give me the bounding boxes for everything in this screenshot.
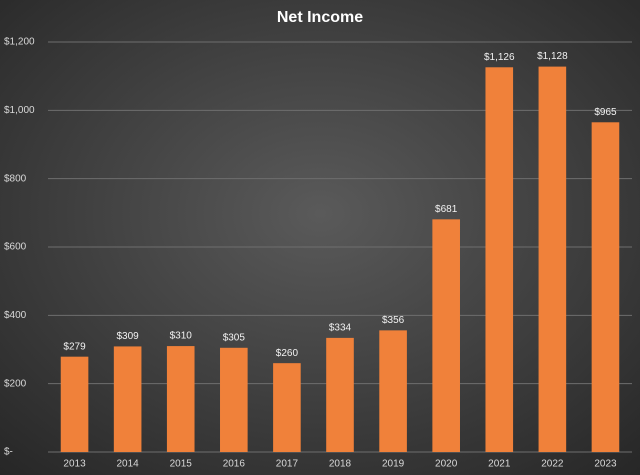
- bar: [220, 347, 248, 452]
- bar: [166, 346, 195, 452]
- y-tick-label: $200: [4, 378, 27, 389]
- x-tick-label: 2015: [170, 459, 193, 470]
- value-label: $310: [170, 331, 193, 342]
- value-label: $279: [63, 341, 86, 352]
- y-tick-label: $-: [4, 447, 13, 458]
- value-label: $309: [117, 331, 140, 342]
- x-tick-label: 2018: [329, 459, 352, 470]
- value-label: $305: [223, 332, 246, 343]
- bar: [432, 219, 460, 452]
- x-tick-label: 2021: [488, 459, 511, 470]
- bar: [538, 66, 567, 452]
- y-tick-label: $1,000: [4, 105, 35, 116]
- x-tick-label: 2020: [435, 459, 458, 470]
- bar: [326, 337, 354, 452]
- bar: [485, 67, 514, 453]
- value-label: $1,128: [537, 51, 568, 62]
- value-label: $356: [382, 315, 405, 326]
- x-tick-label: 2013: [63, 459, 86, 470]
- x-tick-label: 2017: [276, 459, 299, 470]
- x-tick-label: 2022: [541, 459, 564, 470]
- value-label: $681: [435, 204, 458, 215]
- value-label: $260: [276, 348, 299, 359]
- bar: [113, 346, 142, 452]
- x-tick-label: 2019: [382, 459, 405, 470]
- x-tick-label: 2014: [117, 459, 140, 470]
- bar: [273, 363, 301, 452]
- y-tick-label: $600: [4, 242, 27, 253]
- y-tick-label: $800: [4, 173, 27, 184]
- bar: [60, 356, 89, 452]
- bar: [379, 330, 407, 452]
- x-tick-label: 2016: [223, 459, 246, 470]
- x-tick-label: 2023: [594, 459, 617, 470]
- value-label: $1,126: [484, 52, 515, 63]
- bar: [591, 122, 620, 453]
- y-tick-label: $400: [4, 310, 27, 321]
- value-label: $334: [329, 323, 352, 334]
- value-label: $965: [594, 107, 617, 118]
- chart-title: Net Income: [277, 9, 363, 26]
- y-tick-label: $1,200: [4, 37, 35, 48]
